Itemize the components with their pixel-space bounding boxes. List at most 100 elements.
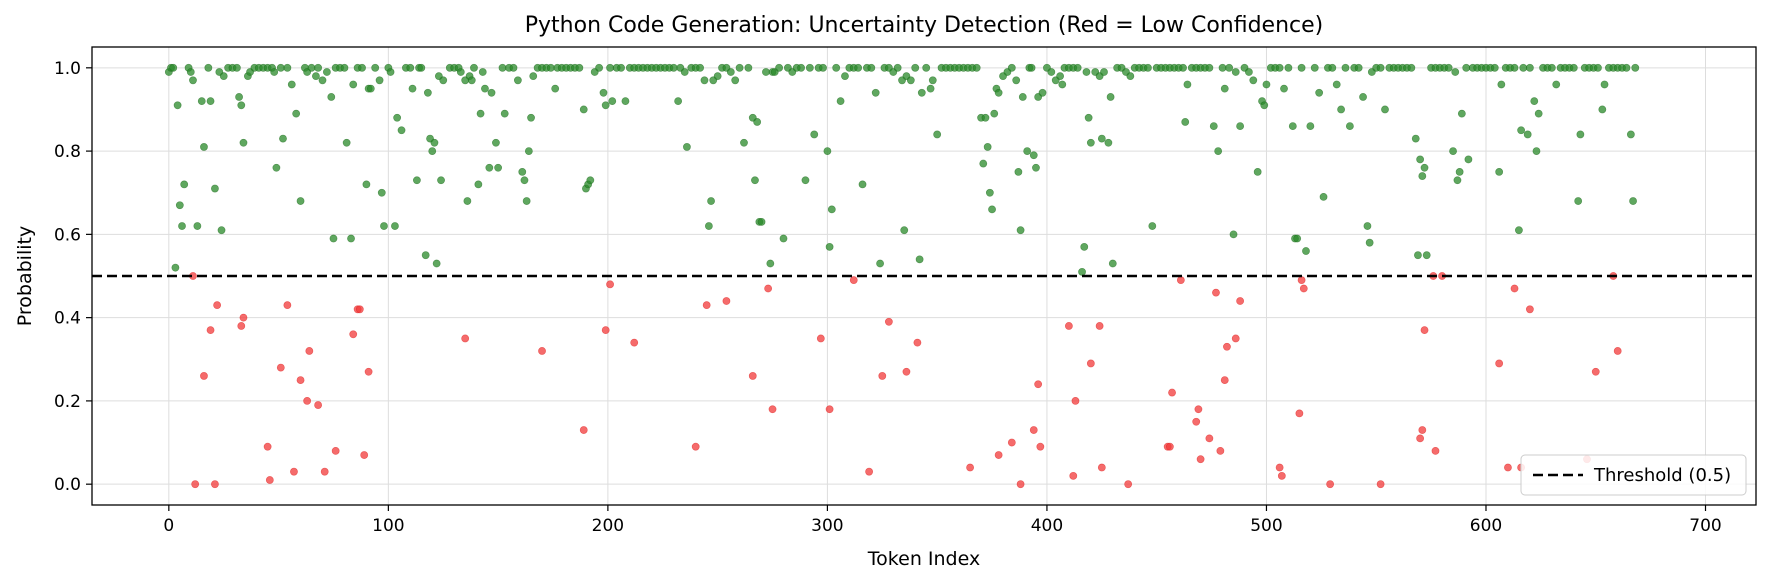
high-confidence-point bbox=[193, 222, 202, 230]
high-confidence-point bbox=[200, 143, 208, 151]
low-confidence-point bbox=[461, 334, 470, 343]
high-confidence-point bbox=[1495, 168, 1504, 176]
high-confidence-point bbox=[586, 176, 595, 185]
low-confidence-point bbox=[1295, 409, 1304, 418]
high-confidence-point bbox=[1532, 147, 1541, 155]
high-confidence-point bbox=[1007, 63, 1016, 72]
high-confidence-point bbox=[342, 138, 351, 147]
high-confidence-point bbox=[1569, 63, 1578, 72]
high-confidence-point bbox=[318, 76, 327, 85]
high-confidence-point bbox=[922, 63, 931, 72]
high-confidence-point bbox=[1622, 63, 1631, 72]
high-confidence-point bbox=[1629, 197, 1637, 205]
y-tick-label: 0.6 bbox=[54, 225, 81, 245]
high-confidence-point bbox=[1288, 122, 1297, 131]
high-confidence-point bbox=[1319, 192, 1328, 201]
high-confidence-point bbox=[1547, 63, 1556, 72]
high-confidence-point bbox=[979, 159, 988, 168]
high-confidence-point bbox=[1148, 222, 1157, 230]
low-confidence-point bbox=[276, 363, 285, 372]
high-confidence-point bbox=[854, 63, 863, 72]
high-confidence-point bbox=[1328, 63, 1337, 72]
high-confidence-point bbox=[1407, 63, 1416, 72]
high-confidence-point bbox=[235, 93, 243, 101]
low-confidence-point bbox=[265, 476, 274, 484]
high-confidence-point bbox=[1220, 84, 1229, 93]
high-confidence-point bbox=[1205, 63, 1214, 72]
high-confidence-point bbox=[731, 76, 740, 85]
high-confidence-point bbox=[520, 176, 529, 185]
low-confidence-point bbox=[902, 367, 911, 376]
high-confidence-point bbox=[595, 63, 603, 72]
low-confidence-point bbox=[290, 467, 298, 476]
high-confidence-point bbox=[1086, 138, 1095, 147]
high-confidence-point bbox=[1209, 122, 1218, 131]
high-confidence-point bbox=[775, 63, 784, 72]
high-confidence-point bbox=[726, 68, 735, 76]
low-confidence-point bbox=[1416, 434, 1425, 443]
low-confidence-point bbox=[1196, 455, 1205, 464]
x-tick-label: 0 bbox=[163, 516, 174, 536]
low-confidence-point bbox=[1036, 442, 1045, 451]
high-confidence-point bbox=[1552, 80, 1561, 89]
high-confidence-point bbox=[1126, 72, 1135, 81]
low-confidence-point bbox=[213, 301, 222, 310]
high-confidence-point bbox=[700, 76, 709, 85]
low-confidence-point bbox=[1176, 276, 1185, 285]
y-axis-label: Probability bbox=[14, 226, 36, 326]
high-confidence-point bbox=[1229, 230, 1238, 239]
high-confidence-point bbox=[621, 97, 630, 106]
high-confidence-point bbox=[832, 63, 841, 72]
low-confidence-point bbox=[364, 367, 373, 376]
high-confidence-point bbox=[423, 88, 432, 97]
high-confidence-point bbox=[1411, 134, 1420, 143]
low-confidence-point bbox=[1212, 288, 1220, 297]
low-confidence-point bbox=[722, 297, 731, 305]
low-confidence-point bbox=[1194, 405, 1203, 414]
high-confidence-point bbox=[972, 63, 981, 72]
high-confidence-point bbox=[1449, 147, 1457, 155]
high-confidence-point bbox=[1416, 155, 1425, 164]
high-confidence-point bbox=[406, 63, 415, 72]
low-confidence-point bbox=[1071, 397, 1080, 405]
high-confidence-point bbox=[735, 63, 744, 72]
high-confidence-point bbox=[1181, 118, 1190, 126]
high-confidence-point bbox=[1236, 122, 1245, 131]
low-confidence-point bbox=[1124, 480, 1133, 489]
low-confidence-point bbox=[994, 451, 1003, 459]
high-confidence-point bbox=[307, 63, 316, 72]
high-confidence-point bbox=[841, 72, 849, 81]
high-confidence-point bbox=[858, 180, 867, 189]
high-confidence-point bbox=[1214, 147, 1223, 155]
high-confidence-point bbox=[470, 63, 478, 72]
high-confidence-point bbox=[805, 63, 814, 72]
high-confidence-point bbox=[204, 63, 213, 72]
high-confidence-point bbox=[983, 143, 992, 151]
high-confidence-point bbox=[1179, 63, 1187, 72]
high-confidence-point bbox=[1574, 197, 1583, 205]
high-confidence-point bbox=[1310, 63, 1319, 72]
high-confidence-point bbox=[432, 259, 441, 268]
high-confidence-point bbox=[1631, 63, 1640, 72]
low-confidence-point bbox=[211, 480, 219, 489]
high-confidence-point bbox=[428, 147, 437, 155]
high-confidence-point bbox=[518, 168, 527, 176]
high-confidence-point bbox=[606, 63, 614, 72]
high-confidence-point bbox=[546, 63, 555, 72]
high-confidence-point bbox=[1108, 259, 1117, 268]
y-tick-label: 0.4 bbox=[54, 309, 81, 329]
high-confidence-point bbox=[283, 63, 292, 72]
low-confidence-point bbox=[1029, 426, 1038, 434]
high-confidence-point bbox=[206, 97, 215, 106]
high-confidence-point bbox=[1032, 163, 1040, 172]
low-confidence-point bbox=[314, 401, 323, 409]
high-confidence-point bbox=[1249, 76, 1258, 85]
high-confidence-point bbox=[1451, 68, 1460, 76]
high-confidence-point bbox=[1078, 267, 1086, 276]
high-confidence-point bbox=[836, 97, 845, 106]
low-confidence-point bbox=[1299, 284, 1308, 293]
y-tick-label: 0.8 bbox=[54, 142, 81, 162]
high-confidence-point bbox=[1444, 63, 1453, 72]
high-confidence-point bbox=[1100, 68, 1108, 76]
high-confidence-point bbox=[287, 80, 296, 89]
